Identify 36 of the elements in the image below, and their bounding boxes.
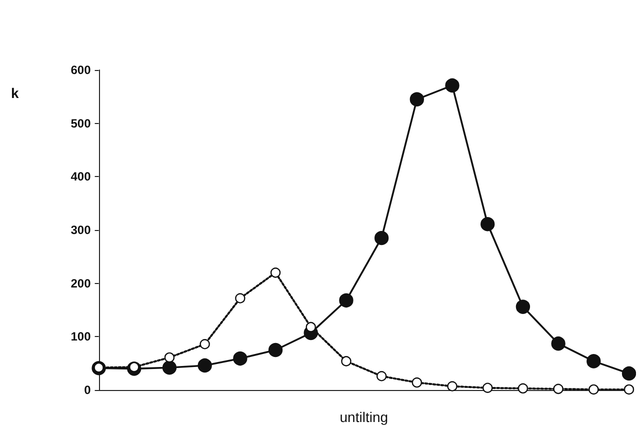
point [306,322,316,332]
point [200,339,210,350]
y-axis-title: k [10,85,19,101]
point [198,358,212,373]
point [553,384,564,394]
point [516,300,530,314]
y-tick-label: 200 [70,276,92,290]
point [339,293,354,308]
point [235,293,246,304]
point [482,382,493,393]
point [622,366,636,381]
point [551,336,566,351]
point [518,383,528,394]
y-tick-label: 0 [84,383,92,397]
point [586,354,601,368]
point [445,78,460,93]
point [164,352,175,363]
y-tick-label: 600 [70,63,92,77]
point [410,92,424,106]
point [162,360,177,375]
point [270,268,281,278]
y-tick-label: 100 [70,330,92,344]
point [268,342,283,358]
point [480,217,495,232]
y-tick-label: 500 [70,116,92,130]
point [374,230,389,246]
point [624,384,634,395]
point [376,371,387,382]
x-axis-title: untilting [340,409,388,425]
point [588,384,599,395]
y-tick-label: 300 [70,223,92,237]
point [412,377,422,388]
point [341,356,352,366]
y-tick-label: 400 [70,170,92,184]
point [233,351,248,366]
point [447,381,458,392]
